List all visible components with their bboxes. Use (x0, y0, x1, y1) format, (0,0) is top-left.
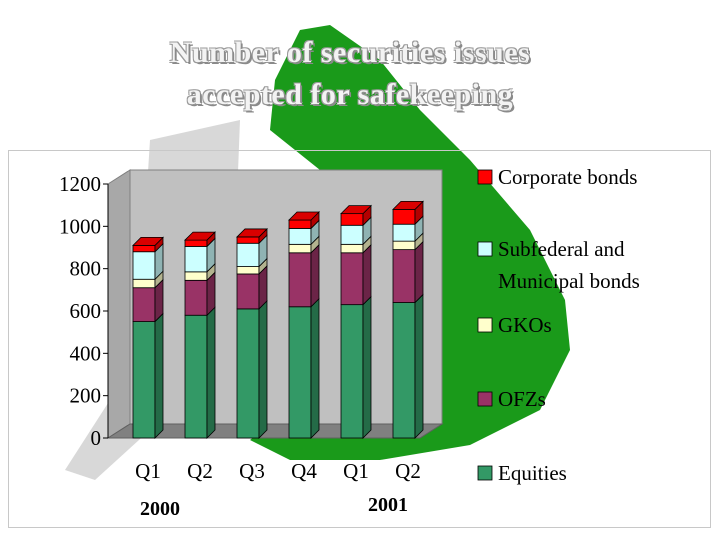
bar-segment (236, 308, 260, 439)
bar-segment (340, 213, 364, 226)
bars-group (132, 200, 424, 439)
x-tick-label: Q3 (239, 459, 265, 483)
chart-title-line-1: Number of securities issues (169, 36, 531, 69)
year-label-2001: 2001 (368, 494, 408, 516)
year-label-2000: 2000 (140, 498, 180, 520)
bar-segment (392, 302, 416, 439)
bar-segment (340, 252, 364, 306)
x-tick-label: Q2 (187, 459, 213, 483)
legend: Corporate bonds Subfederal and Municipal b… (477, 165, 640, 485)
chart-title: Number of securities issues accepted for… (0, 32, 700, 116)
bar-top (132, 236, 164, 246)
legend-swatch (477, 241, 493, 257)
bar-segment-side (362, 295, 372, 439)
y-tick-label: 400 (70, 341, 102, 365)
chart-frame (8, 150, 711, 528)
bar-segment (236, 242, 260, 267)
bar-segment (184, 279, 208, 316)
bar-top (236, 228, 268, 238)
bar-segment (288, 219, 312, 229)
chart-title-line-2: accepted for safekeeping (186, 78, 514, 111)
bar-segment-side (258, 299, 268, 439)
bar-segment (340, 243, 364, 254)
x-tick-label: Q4 (291, 459, 317, 483)
bar-segment (236, 273, 260, 310)
bar-segment-side (310, 297, 320, 439)
bar-segment (184, 314, 208, 439)
bar-segment-side (206, 306, 216, 439)
legend-swatch (477, 169, 493, 185)
y-tick-label: 1000 (59, 214, 101, 238)
bar-segment (184, 271, 208, 281)
bar-segment (288, 228, 312, 245)
legend-label: Municipal bonds (498, 269, 640, 293)
bar-segment (184, 246, 208, 273)
bar-segment (340, 304, 364, 439)
bar-segment (236, 236, 260, 244)
bar-top (340, 205, 372, 215)
y-tick-label: 1200 (59, 172, 101, 196)
bar-segment-side (154, 312, 164, 439)
x-axis-ticks: Q1 Q2 Q3 Q4 Q1 Q2 (135, 459, 421, 483)
bar-segment (132, 244, 156, 253)
legend-swatch (477, 317, 493, 333)
bar-segment (132, 321, 156, 439)
bar-top (288, 211, 320, 221)
legend-swatch (477, 465, 493, 481)
y-tick-label: 600 (70, 299, 102, 323)
legend-label: Subfederal and (498, 237, 625, 261)
bar-segment (236, 266, 260, 275)
bar-segment (288, 243, 312, 254)
bar-top (184, 231, 216, 241)
bar-segment (132, 278, 156, 289)
y-tick-label: 0 (91, 426, 102, 450)
bar-segment-side (414, 240, 424, 304)
bar-segment (392, 240, 416, 251)
bar-segment (288, 306, 312, 439)
bar-segment-side (362, 243, 372, 306)
legend-swatch (477, 391, 493, 407)
x-tick-label: Q1 (135, 459, 161, 483)
bar-top (392, 200, 424, 210)
legend-label: Equities (498, 461, 567, 485)
bar-segment (392, 223, 416, 242)
y-tick-label: 200 (70, 384, 102, 408)
bar-segment (340, 224, 364, 245)
bar-segment-side (414, 293, 424, 439)
bar-segment (288, 252, 312, 308)
legend-label: OFZs (498, 387, 546, 411)
y-axis-ticks: 0 200 400 600 800 1000 1200 (59, 172, 108, 450)
bar-segment-side (310, 243, 320, 308)
bar-segment (392, 249, 416, 303)
bar-segment (184, 239, 208, 247)
x-tick-label: Q2 (395, 459, 421, 483)
bar-segment (132, 251, 156, 280)
legend-label: GKOs (498, 313, 552, 337)
side-wall (107, 169, 131, 439)
y-tick-label: 800 (70, 257, 102, 281)
bar-segment (392, 208, 416, 225)
legend-label: Corporate bonds (498, 165, 637, 189)
x-tick-label: Q1 (343, 459, 369, 483)
bar-segment (132, 287, 156, 322)
